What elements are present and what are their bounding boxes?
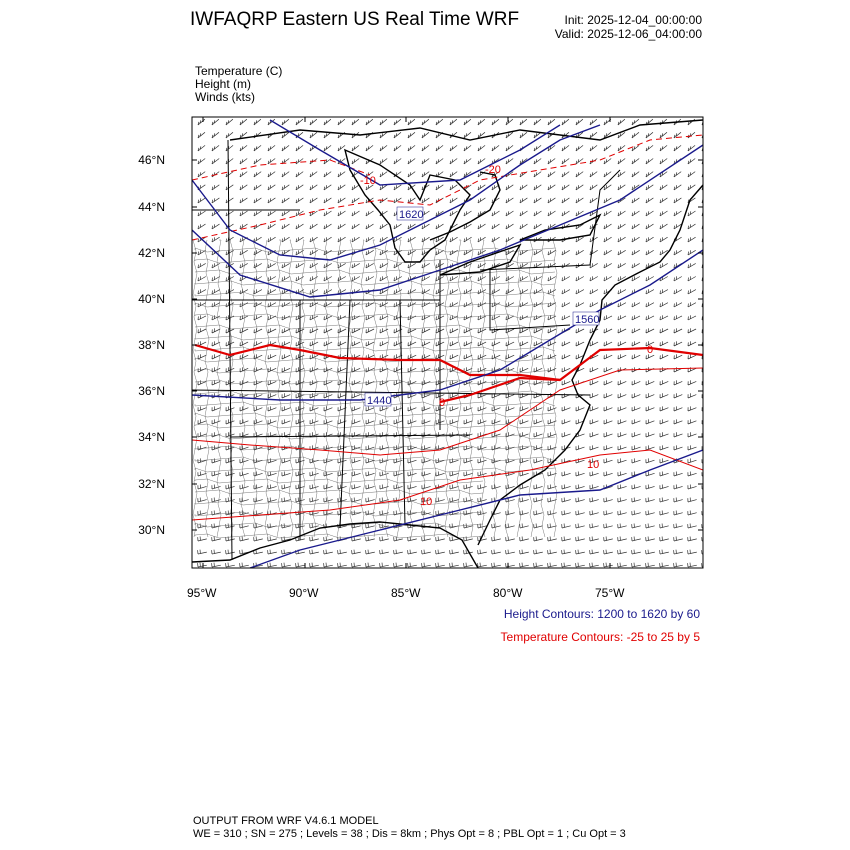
temp-label: 0 [647,344,653,356]
lat-label: 46°N [138,153,165,167]
height-label: 1620 [399,209,423,221]
temperature-contour-labels: -10 -20 0 0 10 10 [360,164,653,508]
lon-label: 95°W [187,586,217,600]
lat-label: 44°N [138,200,165,214]
wind-barbs [197,118,703,568]
lat-label: 34°N [138,430,165,444]
lon-label: 90°W [289,586,319,600]
temp-label: 10 [420,496,432,508]
county-line [192,239,558,539]
axis-tick [192,117,703,568]
temperature-contour-legend: Temperature Contours: -25 to 25 by 5 [500,630,700,644]
init-time: Init: 2025-12-04_00:00:00 [564,13,702,27]
wind-barb [197,118,703,568]
coastlines [192,119,703,568]
temp-label: -10 [360,175,376,187]
field-winds: Winds (kts) [195,90,255,104]
lon-label: 75°W [595,586,625,600]
lat-label: 36°N [138,384,165,398]
height-contours [192,119,703,568]
temp-label: 10 [587,459,599,471]
lat-label: 38°N [138,338,165,352]
lat-label: 40°N [138,292,165,306]
height-contour-legend: Height Contours: 1200 to 1620 by 60 [503,607,700,621]
footer-model: OUTPUT FROM WRF V4.6.1 MODEL [193,815,379,827]
lat-label: 32°N [138,477,165,491]
footer-params: WE = 310 ; SN = 275 ; Levels = 38 ; Dis … [193,828,626,840]
height-label: 1440 [367,395,391,407]
field-temperature: Temperature (C) [195,64,283,78]
lon-label: 85°W [391,586,421,600]
temp-label: 0 [439,397,445,409]
height-contour-labels: 1620 1440 1560 [364,206,599,407]
valid-time: Valid: 2025-12-06_04:00:00 [554,27,702,41]
temperature-contours [192,134,703,521]
county-lines [192,239,558,539]
field-height: Height (m) [195,77,252,91]
height-label: 1560 [575,314,599,326]
lat-label: 30°N [138,523,165,537]
lat-label: 42°N [138,246,165,260]
lon-label: 80°W [493,586,523,600]
temp-label: -20 [485,164,501,176]
state-borders [192,139,621,561]
map-frame [191,116,704,569]
map-title: IWFAQRP Eastern US Real Time WRF [190,9,520,30]
